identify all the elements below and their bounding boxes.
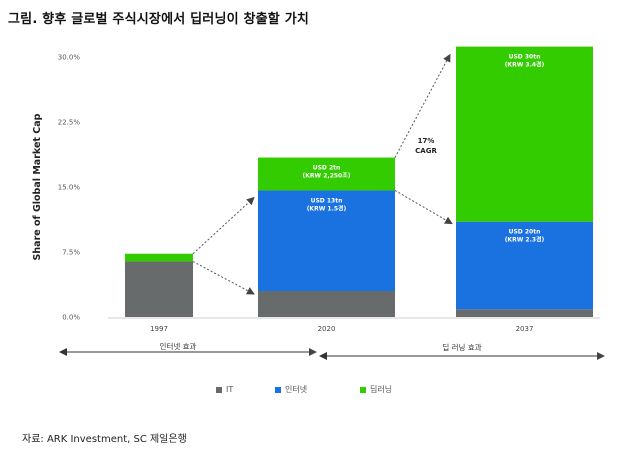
legend-label: 딥러닝 xyxy=(370,384,392,394)
connector-arrow xyxy=(394,53,451,158)
source-note: 자료: ARK Investment, SC 제일은행 xyxy=(22,434,187,445)
bar-value-label-krw: (KRW 2,250조) xyxy=(303,173,351,180)
bar-value-label: USD 13tn xyxy=(311,197,343,204)
bar-value-label-krw: (KRW 2.3경) xyxy=(505,236,545,244)
legend-swatch-0 xyxy=(216,387,222,393)
legend-label: 인터넷 xyxy=(285,384,307,394)
x-tick-label: 1997 xyxy=(150,325,168,333)
legend-label: IT xyxy=(226,385,233,394)
bar-value-label: USD 20tn xyxy=(509,229,541,236)
bar-1997-segment-0 xyxy=(125,261,193,317)
cagr-label: CAGR xyxy=(415,147,437,155)
connector-arrow xyxy=(192,261,255,295)
era-label-deep-learning: 딥 러닝 효과 xyxy=(442,342,481,352)
legend-swatch-1 xyxy=(275,387,281,393)
cagr-value: 17% xyxy=(418,137,435,145)
x-tick-label: 2037 xyxy=(516,325,534,333)
bar-2020-segment-0 xyxy=(258,291,395,317)
bar-2020-segment-2 xyxy=(258,157,395,191)
x-tick-label: 2020 xyxy=(318,325,336,333)
connector-arrow xyxy=(192,196,255,255)
bar-2037-segment-2 xyxy=(456,46,593,222)
legend-swatch-2 xyxy=(360,387,366,393)
bar-2037-segment-1 xyxy=(456,221,593,310)
bar-2037-segment-0 xyxy=(456,309,593,317)
y-tick-label: 0.0% xyxy=(62,314,80,322)
y-tick-label: 15.0% xyxy=(58,184,81,192)
y-tick-label: 22.5% xyxy=(58,119,81,127)
bar-1997-segment-2 xyxy=(125,253,193,262)
connector-arrow xyxy=(394,190,453,225)
era-label-internet: 인터넷 효과 xyxy=(160,341,197,351)
y-tick-label: 7.5% xyxy=(62,249,80,257)
chart-title: 그림. 향후 글로벌 주식시장에서 딥러닝이 창출할 가치 xyxy=(8,12,310,27)
y-axis-label: Share of Global Market Cap xyxy=(32,113,43,260)
bar-value-label: USD 2tn xyxy=(313,165,341,172)
bar-2020-segment-1 xyxy=(258,190,395,291)
bar-value-label-krw: (KRW 1.5경) xyxy=(307,204,347,212)
bar-value-label-krw: (KRW 3.4경) xyxy=(505,61,545,69)
y-tick-label: 30.0% xyxy=(58,54,81,62)
bar-value-label: USD 30tn xyxy=(509,54,541,61)
